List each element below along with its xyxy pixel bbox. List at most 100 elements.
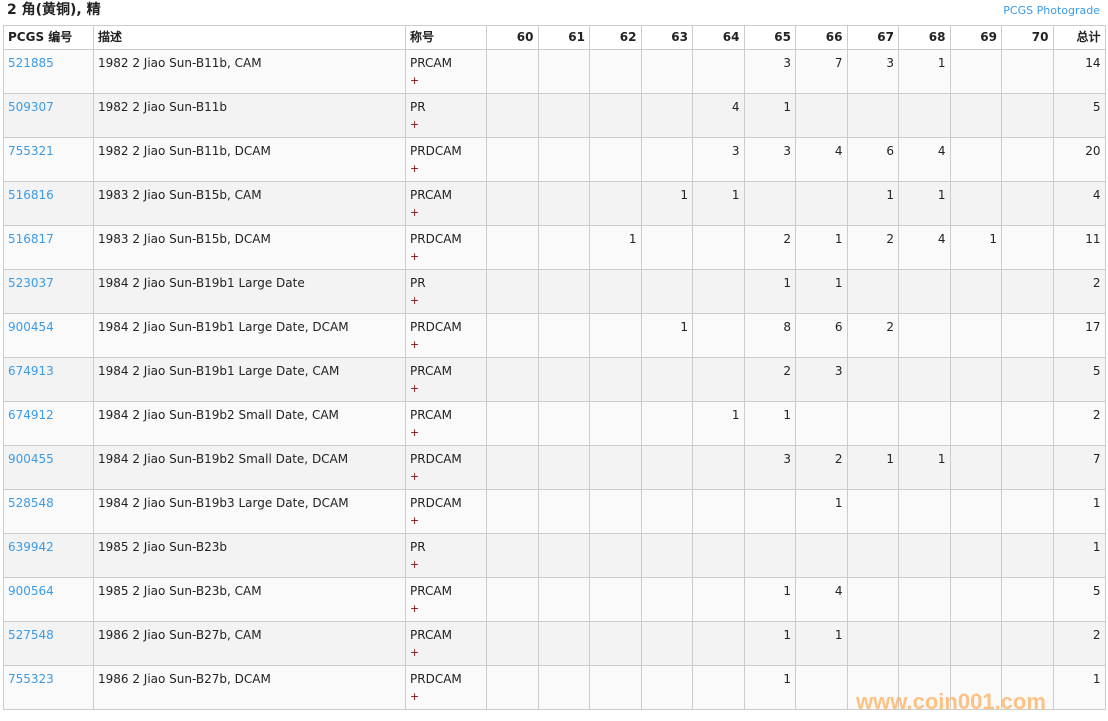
header-grade-60[interactable]: 60 xyxy=(486,25,539,50)
cell-grade-68 xyxy=(898,577,951,622)
cell-grade-69 xyxy=(949,577,1002,622)
header-grade-61[interactable]: 61 xyxy=(537,25,590,50)
pcgs-id-link[interactable]: 639942 xyxy=(8,540,54,554)
plus-link[interactable]: + xyxy=(410,250,420,263)
designation-text: PRDCAM xyxy=(410,320,462,334)
cell-grade-66 xyxy=(795,93,848,138)
pcgs-id-link[interactable]: 509307 xyxy=(8,100,54,114)
plus-link[interactable]: + xyxy=(410,338,420,351)
pcgs-id-link[interactable]: 674913 xyxy=(8,364,54,378)
cell-grade-61 xyxy=(537,137,590,182)
header-pcgs-id[interactable]: PCGS 编号 xyxy=(3,25,94,50)
cell-grade-67: 2 xyxy=(846,225,899,270)
cell-grade-61 xyxy=(537,313,590,358)
cell-designation: PRCAM + xyxy=(405,621,487,666)
cell-description: 1984 2 Jiao Sun-B19b1 Large Date, DCAM xyxy=(93,313,406,358)
cell-description: 1984 2 Jiao Sun-B19b1 Large Date xyxy=(93,269,406,314)
cell-description: 1982 2 Jiao Sun-B11b, DCAM xyxy=(93,137,406,182)
cell-grade-64: 1 xyxy=(692,181,745,226)
cell-grade-68 xyxy=(898,93,951,138)
cell-grade-63 xyxy=(640,445,693,490)
plus-link[interactable]: + xyxy=(410,426,420,439)
header-grade-65[interactable]: 65 xyxy=(743,25,796,50)
plus-link[interactable]: + xyxy=(410,162,420,175)
cell-grade-64: 1 xyxy=(692,401,745,446)
cell-grade-62 xyxy=(589,49,642,94)
table-row: 516816 1983 2 Jiao Sun-B15b, CAM PRCAM +1 1 1… xyxy=(3,181,1106,226)
cell-grade-67 xyxy=(846,621,899,666)
header-description[interactable]: 描述 xyxy=(93,25,406,50)
cell-grade-68: 4 xyxy=(898,137,951,182)
cell-grade-64 xyxy=(692,445,745,490)
plus-link[interactable]: + xyxy=(410,74,420,87)
pcgs-id-link[interactable]: 527548 xyxy=(8,628,54,642)
plus-link[interactable]: + xyxy=(410,206,420,219)
header-grade-67[interactable]: 67 xyxy=(846,25,899,50)
pcgs-id-link[interactable]: 516817 xyxy=(8,232,54,246)
cell-grade-69 xyxy=(949,533,1002,578)
plus-link[interactable]: + xyxy=(410,602,420,615)
plus-link[interactable]: + xyxy=(410,646,420,659)
header-grade-68[interactable]: 68 xyxy=(898,25,951,50)
cell-grade-64 xyxy=(692,269,745,314)
cell-grade-62 xyxy=(589,357,642,402)
designation-text: PRCAM xyxy=(410,408,452,422)
cell-total: 20 xyxy=(1052,137,1106,182)
header-grade-70[interactable]: 70 xyxy=(1001,25,1054,50)
header-total[interactable]: 总计 xyxy=(1052,25,1106,50)
cell-grade-60 xyxy=(486,313,539,358)
cell-grade-63 xyxy=(640,137,693,182)
cell-grade-70 xyxy=(1001,621,1054,666)
pcgs-id-link[interactable]: 523037 xyxy=(8,276,54,290)
cell-designation: PRDCAM + xyxy=(405,313,487,358)
cell-grade-68 xyxy=(898,489,951,534)
cell-grade-63 xyxy=(640,49,693,94)
pcgs-id-link[interactable]: 521885 xyxy=(8,56,54,70)
cell-grade-60 xyxy=(486,181,539,226)
cell-grade-67: 6 xyxy=(846,137,899,182)
pcgs-photograde-link[interactable]: PCGS Photograde xyxy=(1003,4,1100,17)
cell-grade-68: 1 xyxy=(898,445,951,490)
pcgs-id-link[interactable]: 900454 xyxy=(8,320,54,334)
cell-grade-61 xyxy=(537,577,590,622)
header-grade-62[interactable]: 62 xyxy=(589,25,642,50)
pcgs-id-link[interactable]: 900455 xyxy=(8,452,54,466)
cell-total: 5 xyxy=(1052,93,1106,138)
cell-grade-60 xyxy=(486,577,539,622)
header-grade-66[interactable]: 66 xyxy=(795,25,848,50)
table-row: 900454 1984 2 Jiao Sun-B19b1 Large Date, … xyxy=(3,313,1106,358)
pcgs-id-link[interactable]: 516816 xyxy=(8,188,54,202)
designation-text: PR xyxy=(410,100,426,114)
pcgs-id-link[interactable]: 674912 xyxy=(8,408,54,422)
cell-grade-61 xyxy=(537,225,590,270)
header-grade-64[interactable]: 64 xyxy=(692,25,745,50)
cell-designation: PRCAM + xyxy=(405,49,487,94)
cell-grade-61 xyxy=(537,49,590,94)
plus-link[interactable]: + xyxy=(410,514,420,527)
plus-link[interactable]: + xyxy=(410,118,420,131)
cell-description: 1983 2 Jiao Sun-B15b, CAM xyxy=(93,181,406,226)
cell-grade-61 xyxy=(537,93,590,138)
cell-grade-69 xyxy=(949,357,1002,402)
header-grade-69[interactable]: 69 xyxy=(949,25,1002,50)
cell-pcgs-id: 516817 xyxy=(3,225,94,270)
cell-grade-66: 1 xyxy=(795,489,848,534)
plus-link[interactable]: + xyxy=(410,382,420,395)
cell-designation: PRDCAM + xyxy=(405,445,487,490)
cell-total: 11 xyxy=(1052,225,1106,270)
plus-link[interactable]: + xyxy=(410,294,420,307)
cell-grade-65: 2 xyxy=(743,225,796,270)
header-designation[interactable]: 称号 xyxy=(405,25,487,50)
cell-grade-70 xyxy=(1001,49,1054,94)
pcgs-id-link[interactable]: 755321 xyxy=(8,144,54,158)
pcgs-id-link[interactable]: 528548 xyxy=(8,496,54,510)
pcgs-id-link[interactable]: 755323 xyxy=(8,672,54,686)
pcgs-id-link[interactable]: 900564 xyxy=(8,584,54,598)
cell-grade-66 xyxy=(795,533,848,578)
cell-pcgs-id: 521885 xyxy=(3,49,94,94)
header-grade-63[interactable]: 63 xyxy=(640,25,693,50)
plus-link[interactable]: + xyxy=(410,690,420,703)
plus-link[interactable]: + xyxy=(410,558,420,571)
cell-grade-67 xyxy=(846,489,899,534)
plus-link[interactable]: + xyxy=(410,470,420,483)
